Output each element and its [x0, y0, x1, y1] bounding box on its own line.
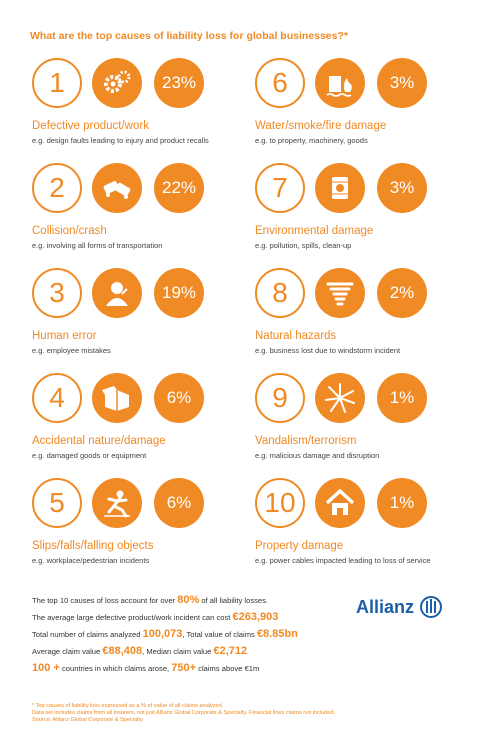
cause-percentage: 19%	[154, 268, 204, 318]
cause-number: 2	[32, 163, 82, 213]
summary-stats: The top 10 causes of loss account for ov…	[32, 592, 298, 677]
cause-name: Accidental nature/damage	[32, 435, 166, 447]
cause-description: e.g. pollution, spills, clean-up	[255, 241, 352, 250]
cause-5: 5 6% Slips/falls/falling objects e.g. wo…	[32, 478, 252, 578]
stat-line: Average claim value €88,408, Median clai…	[32, 645, 248, 657]
cause-description: e.g. malicious damage and disruption	[255, 451, 380, 460]
cause-description: e.g. workplace/pedestrian incidents	[32, 556, 150, 565]
cause-description: e.g. damaged goods or equipment	[32, 451, 147, 460]
cause-2: 2 22% Collision/crash e.g. involving all…	[32, 163, 252, 263]
allianz-logo: Allianz	[356, 596, 443, 618]
broken-glass-icon	[315, 373, 365, 423]
confused-person-icon	[92, 268, 142, 318]
tornado-icon	[315, 268, 365, 318]
footnotes: * Top causes of liability loss expressed…	[32, 703, 335, 724]
cause-description: e.g. power cables impacted leading to lo…	[255, 556, 431, 565]
cause-number: 1	[32, 58, 82, 108]
cause-description: e.g. involving all forms of transportati…	[32, 241, 163, 250]
cause-percentage: 3%	[377, 58, 427, 108]
footnote: Source: Allianz Global Corporate & Speci…	[32, 717, 144, 723]
cause-9: 9 1% Vandalism/terrorism e.g. malicious …	[255, 373, 475, 473]
cause-name: Defective product/work	[32, 120, 149, 132]
cause-description: e.g. design faults leading to injury and…	[32, 136, 209, 145]
stat-line: The average large defective product/work…	[32, 611, 279, 623]
cause-percentage: 3%	[377, 163, 427, 213]
cause-number: 5	[32, 478, 82, 528]
cause-6: 6 3% Water/smoke/fire damage e.g. to pro…	[255, 58, 475, 158]
cause-3: 3 19% Human error e.g. employee mistakes	[32, 268, 252, 368]
cause-number: 9	[255, 373, 305, 423]
cause-number: 6	[255, 58, 305, 108]
stat-line: The top 10 causes of loss account for ov…	[32, 594, 269, 606]
cause-name: Environmental damage	[255, 225, 374, 237]
cause-1: 1 23% Defective product/work e.g. design…	[32, 58, 252, 158]
building-fire-icon	[315, 58, 365, 108]
stat-line: 100 + countries in which claims arose, 7…	[32, 662, 260, 674]
allianz-eagle-icon	[420, 596, 443, 618]
cause-percentage: 23%	[154, 58, 204, 108]
cause-number: 4	[32, 373, 82, 423]
cause-name: Slips/falls/falling objects	[32, 540, 154, 552]
crashed-cars-icon	[92, 163, 142, 213]
cause-number: 10	[255, 478, 305, 528]
cause-percentage: 6%	[154, 478, 204, 528]
cause-number: 3	[32, 268, 82, 318]
cause-number: 8	[255, 268, 305, 318]
cause-name: Collision/crash	[32, 225, 107, 237]
cause-percentage: 1%	[377, 478, 427, 528]
damaged-house-icon	[315, 478, 365, 528]
cause-description: e.g. business lost due to windstorm inci…	[255, 346, 401, 355]
damaged-box-icon	[92, 373, 142, 423]
cause-7: 7 3% Environmental damage e.g. pollution…	[255, 163, 475, 263]
cause-percentage: 1%	[377, 373, 427, 423]
cause-name: Vandalism/terrorism	[255, 435, 357, 447]
stat-line: Total number of claims analyzed 100,073,…	[32, 628, 298, 640]
cause-name: Natural hazards	[255, 330, 337, 342]
cause-percentage: 22%	[154, 163, 204, 213]
cause-name: Human error	[32, 330, 97, 342]
cause-description: e.g. employee mistakes	[32, 346, 111, 355]
cause-10: 10 1% Property damage e.g. power cables …	[255, 478, 475, 578]
cause-4: 4 6% Accidental nature/damage e.g. damag…	[32, 373, 252, 473]
cause-name: Property damage	[255, 540, 344, 552]
infographic-title: What are the top causes of liability los…	[30, 30, 348, 42]
cause-percentage: 6%	[154, 373, 204, 423]
logo-wordmark: Allianz	[356, 596, 415, 617]
cause-description: e.g. to property, machinery, goods	[255, 136, 368, 145]
cause-percentage: 2%	[377, 268, 427, 318]
falling-person-icon	[92, 478, 142, 528]
cause-number: 7	[255, 163, 305, 213]
footnote: * Top causes of liability loss expressed…	[32, 703, 224, 709]
cause-name: Water/smoke/fire damage	[255, 120, 387, 132]
cause-8: 8 2% Natural hazards e.g. business lost …	[255, 268, 475, 368]
hazard-barrel-icon	[315, 163, 365, 213]
footnote: Data set includes claims from all insure…	[32, 710, 336, 716]
gears-icon	[92, 58, 142, 108]
